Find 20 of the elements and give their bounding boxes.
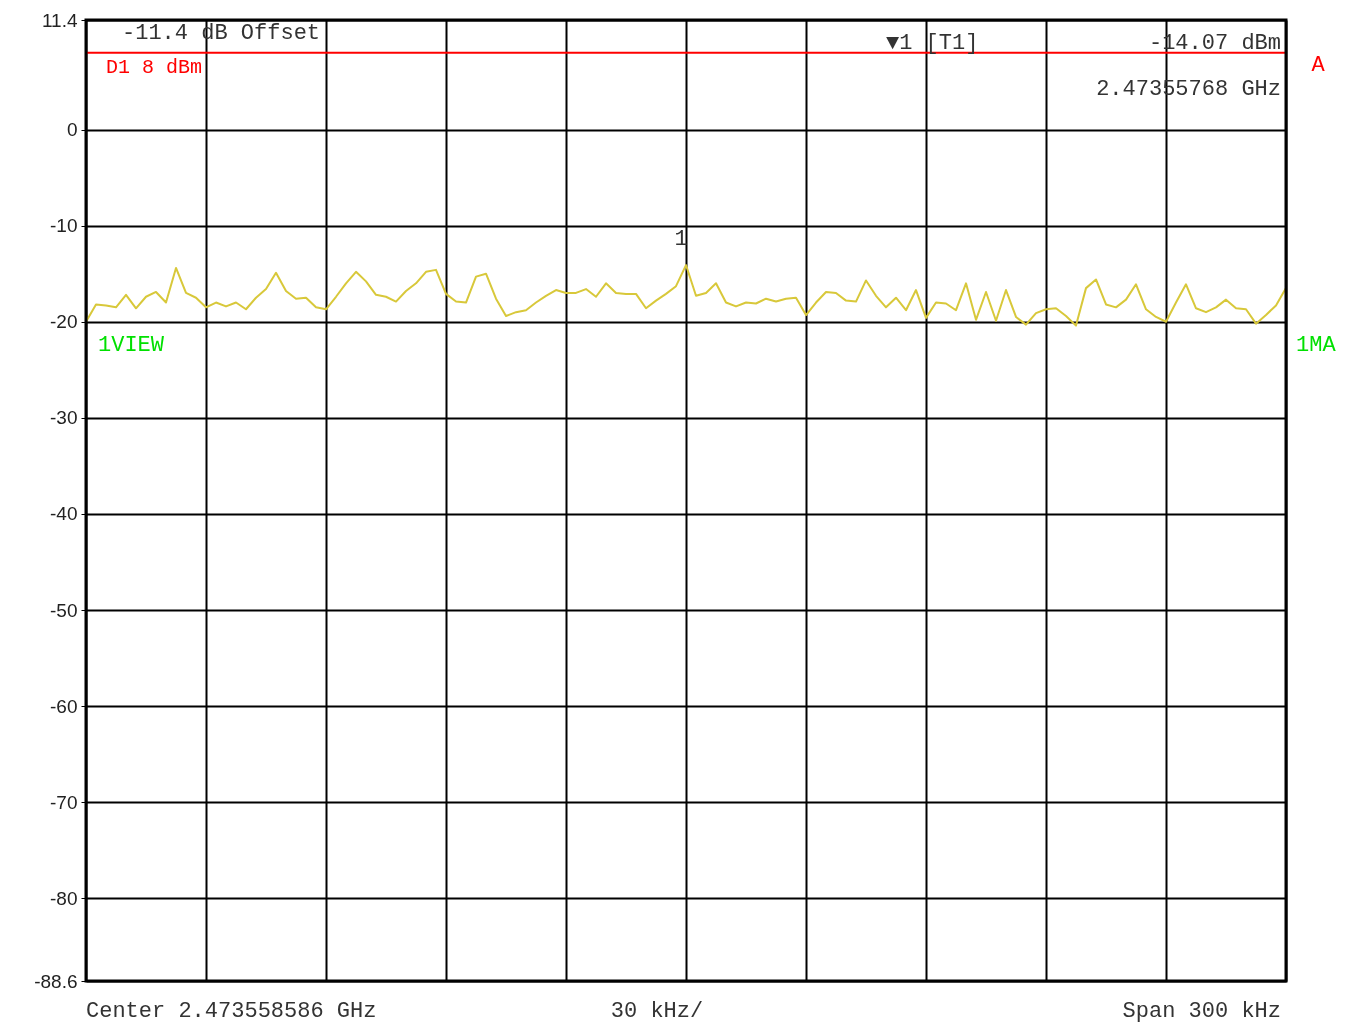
y-tick-label: 0: [66, 119, 78, 141]
ref-line-label: D1 8 dBm: [106, 55, 203, 79]
y-tick-label: -10: [50, 215, 78, 237]
y-tick-label: -30: [50, 407, 78, 429]
text: 1MA: [1296, 333, 1337, 358]
text: Span 300 kHz: [1122, 999, 1281, 1023]
line-series: [85, 264, 1287, 327]
y-tick-label: -80: [50, 887, 78, 909]
y-tick-label: -60: [50, 695, 78, 717]
text: 30 kHz/: [610, 999, 704, 1023]
y-tick-label: -20: [50, 311, 78, 333]
y-tick-label: -70: [50, 791, 78, 813]
text: A: [1311, 53, 1326, 78]
text: Center 2.473558586 GHz: [86, 999, 377, 1023]
annotation: ▼1 [T1]: [886, 31, 979, 56]
y-tick-label: -88.6: [34, 970, 78, 992]
y-tick-label: 11.4: [41, 9, 78, 31]
annotation: 1VIEW: [98, 333, 165, 358]
y-tick-label: -40: [50, 503, 78, 525]
y-tick-label: -50: [50, 599, 78, 621]
